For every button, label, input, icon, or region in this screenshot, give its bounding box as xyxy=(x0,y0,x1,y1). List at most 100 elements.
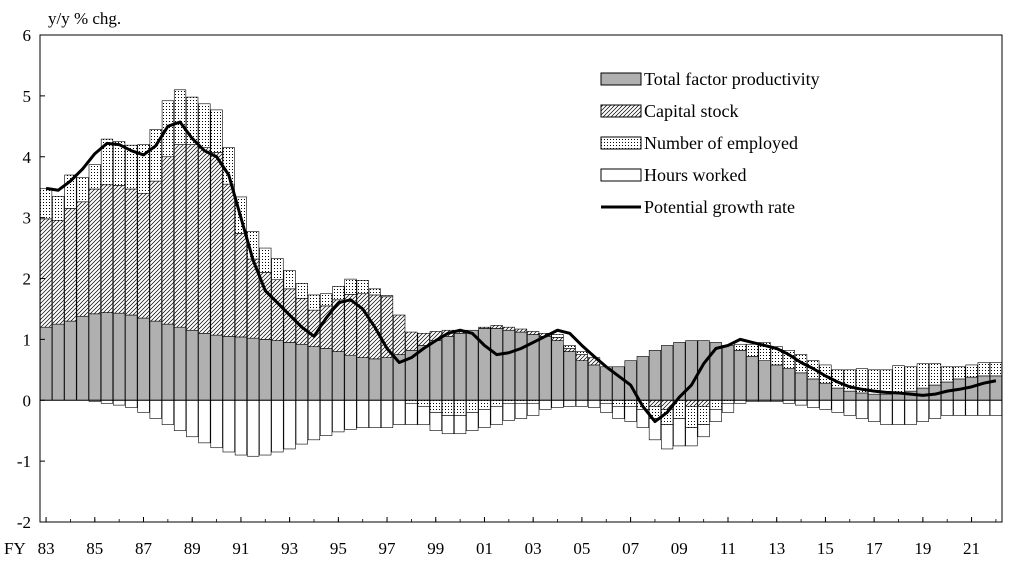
bar-hours-worked xyxy=(892,399,905,425)
bar-hours-worked xyxy=(417,406,430,425)
bar-number-of-employed xyxy=(259,247,272,273)
bar-number-of-employed xyxy=(563,345,576,349)
y-tick-label: -1 xyxy=(17,452,31,471)
bar-hours-worked xyxy=(283,399,296,450)
bar-number-of-employed xyxy=(941,366,954,383)
bar-total-factor-productivity xyxy=(636,356,649,401)
bar-number-of-employed xyxy=(210,109,223,153)
bar-hours-worked xyxy=(624,406,637,422)
bar-capital-stock xyxy=(685,399,698,407)
bar-total-factor-productivity xyxy=(88,313,101,401)
bar-number-of-employed xyxy=(137,144,150,194)
bar-number-of-employed xyxy=(478,399,491,410)
bar-number-of-employed xyxy=(307,294,321,311)
bar-number-of-employed xyxy=(892,365,905,394)
legend-label-hours: Hours worked xyxy=(644,165,746,185)
bar-number-of-employed xyxy=(64,174,77,209)
bar-hours-worked xyxy=(405,402,418,425)
bar-total-factor-productivity xyxy=(539,336,552,401)
bar-hours-worked xyxy=(831,399,844,413)
bar-hours-worked xyxy=(575,399,588,407)
bar-hours-worked xyxy=(697,424,710,438)
bar-capital-stock xyxy=(478,326,491,329)
bar-total-factor-productivity xyxy=(551,340,564,401)
bar-hours-worked xyxy=(527,402,540,416)
bar-total-factor-productivity xyxy=(721,345,735,401)
bar-hours-worked xyxy=(368,399,381,428)
x-tick-label: 89 xyxy=(184,539,201,558)
bar-capital-stock xyxy=(527,331,540,335)
bar-total-factor-productivity xyxy=(709,342,722,401)
bar-capital-stock xyxy=(222,183,235,337)
bar-capital-stock xyxy=(490,325,503,329)
bar-number-of-employed xyxy=(965,364,978,378)
bar-hours-worked xyxy=(234,399,248,456)
bar-total-factor-productivity xyxy=(137,317,150,401)
bar-total-factor-productivity xyxy=(880,393,893,401)
bar-capital-stock xyxy=(551,337,564,341)
bar-hours-worked xyxy=(928,399,942,419)
bar-capital-stock xyxy=(502,326,515,331)
bar-number-of-employed xyxy=(39,188,53,220)
bar-total-factor-productivity xyxy=(977,375,990,401)
x-axis-prefix: FY xyxy=(4,539,26,558)
bar-hours-worked xyxy=(271,399,284,453)
line-layer xyxy=(45,120,997,424)
x-tick-label: 13 xyxy=(768,539,785,558)
bar-total-factor-productivity xyxy=(149,320,162,401)
bar-total-factor-productivity xyxy=(819,382,832,401)
legend-label-capital: Capital stock xyxy=(644,101,738,121)
bar-hours-worked xyxy=(295,399,308,445)
bar-number-of-employed xyxy=(904,366,917,392)
bar-hours-worked xyxy=(965,399,978,416)
bar-total-factor-productivity xyxy=(441,336,455,401)
bar-hours-worked xyxy=(173,399,187,431)
bar-total-factor-productivity xyxy=(661,345,674,401)
bar-capital-stock xyxy=(52,220,65,325)
bar-number-of-employed xyxy=(734,343,747,351)
bar-total-factor-productivity xyxy=(113,312,126,401)
bar-number-of-employed xyxy=(685,406,698,428)
bar-total-factor-productivity xyxy=(746,356,759,401)
x-tick-label: 93 xyxy=(281,539,298,558)
bar-capital-stock xyxy=(88,188,101,315)
bar-number-of-employed xyxy=(113,141,126,186)
x-tick-label: 03 xyxy=(525,539,542,558)
bar-hours-worked xyxy=(307,399,321,441)
bar-number-of-employed xyxy=(380,295,394,298)
potential-growth-line xyxy=(45,120,997,424)
bar-hours-worked xyxy=(198,399,211,444)
bar-number-of-employed xyxy=(490,399,503,407)
bar-number-of-employed xyxy=(916,363,929,389)
legend-swatch-employed xyxy=(600,136,642,150)
bar-number-of-employed xyxy=(100,138,114,186)
bar-hours-worked xyxy=(685,427,698,447)
bar-number-of-employed xyxy=(368,288,381,296)
bar-total-factor-productivity xyxy=(514,331,528,401)
bar-hours-worked xyxy=(648,418,662,441)
bar-hours-worked xyxy=(259,399,272,456)
bar-hours-worked xyxy=(587,399,601,408)
bar-capital-stock xyxy=(173,144,187,328)
bar-total-factor-productivity xyxy=(320,348,333,401)
bar-hours-worked xyxy=(843,399,856,416)
bar-number-of-employed xyxy=(441,399,455,416)
bar-capital-stock xyxy=(186,144,199,331)
bar-hours-worked xyxy=(441,415,455,435)
y-tick-label: 0 xyxy=(23,391,32,410)
bar-total-factor-productivity xyxy=(76,315,89,401)
x-tick-label: 87 xyxy=(135,539,153,558)
y-tick-label: -2 xyxy=(17,513,31,532)
bar-total-factor-productivity xyxy=(173,326,187,401)
bar-capital-stock xyxy=(271,279,284,341)
bar-number-of-employed xyxy=(709,399,722,410)
bar-total-factor-productivity xyxy=(380,357,394,401)
bar-total-factor-productivity xyxy=(685,340,698,401)
bar-capital-stock xyxy=(137,192,150,319)
bar-total-factor-productivity xyxy=(989,375,1003,401)
legend-swatch-tfp xyxy=(600,72,642,86)
bar-total-factor-productivity xyxy=(271,340,284,401)
bar-number-of-employed xyxy=(271,258,284,281)
bar-hours-worked xyxy=(941,399,954,416)
